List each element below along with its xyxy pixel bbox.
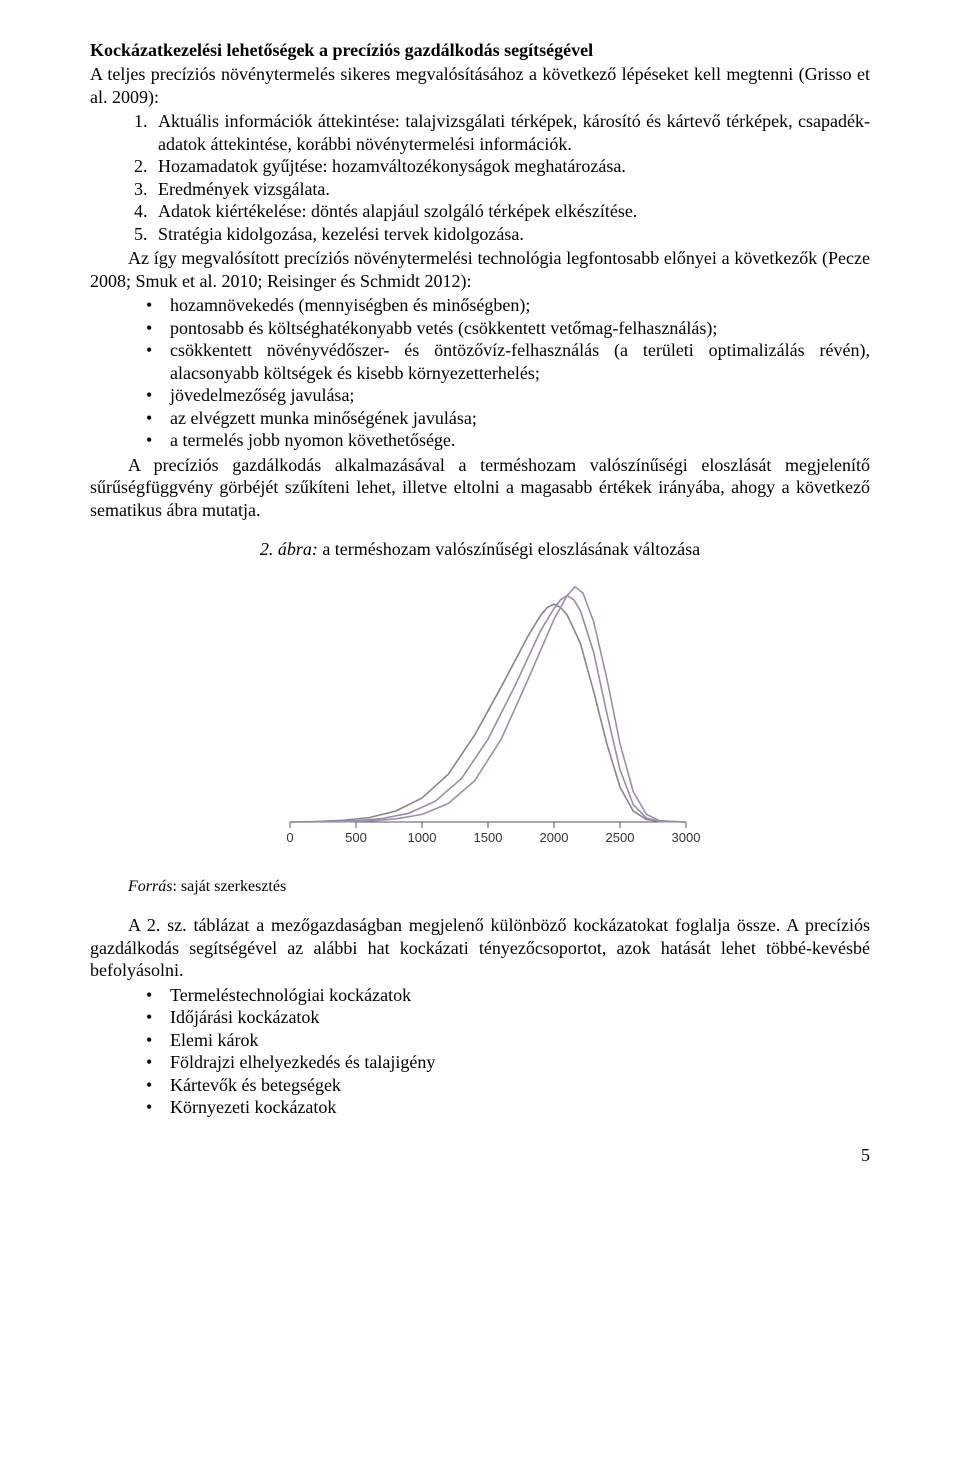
figure-caption: 2. ábra: a terméshozam valószínűségi elo… <box>90 539 870 560</box>
steps-list: Aktuális információk áttekintése: talajv… <box>90 110 870 245</box>
list-item: Hozamadatok gyűjtése: hozamváltozékonysá… <box>152 155 870 178</box>
list-item: az elvégzett munka minőségének javulása; <box>146 407 870 430</box>
svg-text:1000: 1000 <box>408 830 437 845</box>
list-item: jövedelmezőség javulása; <box>146 384 870 407</box>
page-number: 5 <box>90 1145 870 1166</box>
list-item: Kártevők és betegségek <box>146 1074 870 1097</box>
figure-source: Forrás: saját szerkesztés <box>90 878 870 896</box>
section-heading: Kockázatkezelési lehetőségek a precíziós… <box>90 40 870 61</box>
list-item: pontosabb és költséghatékonyabb vetés (c… <box>146 317 870 340</box>
svg-text:1500: 1500 <box>474 830 503 845</box>
list-item: hozamnövekedés (mennyiségben és minőségb… <box>146 294 870 317</box>
intro-paragraph: A teljes precíziós növénytermelés sikere… <box>90 63 870 108</box>
svg-text:0: 0 <box>286 830 293 845</box>
figure-number: 2. ábra: <box>260 539 318 559</box>
list-item: Elemi károk <box>146 1029 870 1052</box>
svg-text:2500: 2500 <box>606 830 635 845</box>
list-item: csökkentett növényvédőszer- és öntözővíz… <box>146 339 870 384</box>
figure-chart: 0 500 1000 1500 2000 2500 3000 <box>260 566 700 856</box>
source-text: : saját szerkesztés <box>172 878 286 895</box>
list-item: Környezeti kockázatok <box>146 1096 870 1119</box>
svg-text:2000: 2000 <box>540 830 569 845</box>
table-intro-paragraph: A 2. sz. táblázat a mezőgazdaságban megj… <box>90 914 870 982</box>
after-advantages-paragraph: A precíziós gazdálkodás alkalmazásával a… <box>90 454 870 522</box>
list-item: Termeléstechnológiai kockázatok <box>146 984 870 1007</box>
advantages-list: hozamnövekedés (mennyiségben és minőségb… <box>90 294 870 452</box>
figure-caption-text: a terméshozam valószínűségi eloszlásának… <box>318 539 700 559</box>
list-item: Aktuális információk áttekintése: talajv… <box>152 110 870 155</box>
svg-text:3000: 3000 <box>672 830 700 845</box>
distribution-chart-svg: 0 500 1000 1500 2000 2500 3000 <box>260 566 700 856</box>
advantages-intro: Az így megvalósított precíziós növényter… <box>90 247 870 292</box>
source-label: Forrás <box>128 878 172 895</box>
list-item: Földrajzi elhelyezkedés és talajigény <box>146 1051 870 1074</box>
svg-text:500: 500 <box>345 830 367 845</box>
list-item: Stratégia kidolgozása, kezelési tervek k… <box>152 223 870 246</box>
list-item: Időjárási kockázatok <box>146 1006 870 1029</box>
risk-factors-list: Termeléstechnológiai kockázatok Időjárás… <box>90 984 870 1119</box>
list-item: Eredmények vizsgálata. <box>152 178 870 201</box>
list-item: Adatok kiértékelése: döntés alapjául szo… <box>152 200 870 223</box>
list-item: a termelés jobb nyomon követhetősége. <box>146 429 870 452</box>
